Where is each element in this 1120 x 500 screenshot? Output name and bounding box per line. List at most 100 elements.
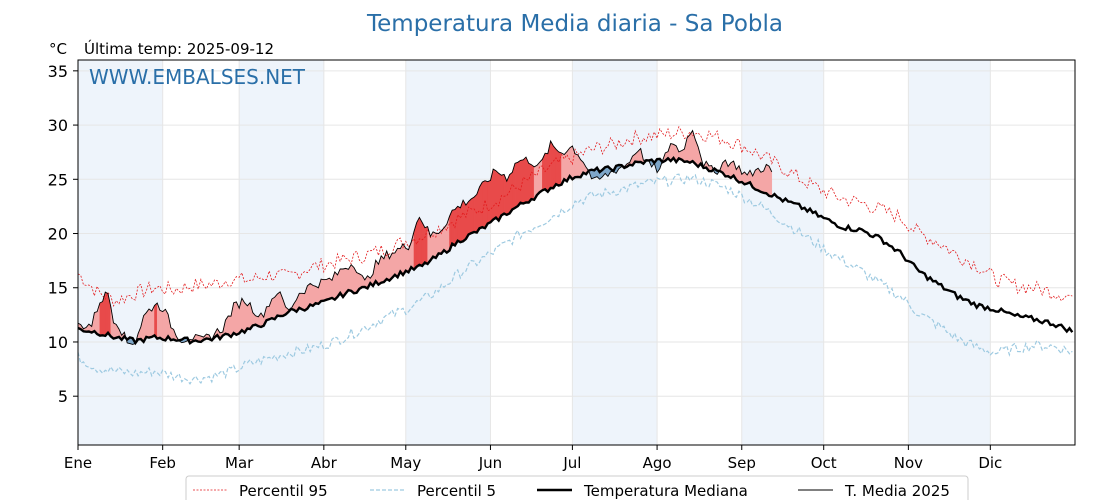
- anomaly-fill: [309, 283, 314, 307]
- anomaly-fill: [350, 264, 355, 294]
- series-line-percentil-5: [77, 173, 1073, 385]
- anomaly-fill: [517, 159, 521, 207]
- grid-lines: [77, 60, 1075, 445]
- anomaly-fill: [555, 148, 559, 187]
- x-tick-label: Dic: [978, 454, 1002, 472]
- anomaly-fill: [531, 164, 535, 201]
- legend-label: Percentil 95: [239, 482, 328, 500]
- x-axis: Ene Feb Mar Abr May Jun Jul Ago Sep Oct Nov Dic: [64, 445, 1002, 472]
- anomaly-fill: [380, 255, 385, 284]
- anomaly-fill: [266, 306, 270, 321]
- anomaly-fill: [755, 167, 759, 191]
- anomaly-fill: [271, 296, 275, 320]
- plot-frame: [77, 59, 1076, 446]
- anomaly-fill: [574, 153, 579, 178]
- anomaly-fill: [148, 308, 153, 338]
- x-tick-label: Ago: [643, 454, 672, 472]
- anomaly-fill: [320, 278, 325, 302]
- y-tick-label: 15: [48, 279, 68, 298]
- y-tick-label: 35: [48, 62, 68, 81]
- watermark-text: WWW.EMBALSES.NET: [89, 65, 306, 89]
- anomaly-fill: [487, 180, 491, 224]
- anomaly-fill: [689, 129, 693, 164]
- legend-box: [185, 475, 969, 500]
- anomaly-fill: [760, 170, 764, 194]
- anomaly-fill: [241, 297, 245, 334]
- anomaly-fill: [421, 222, 426, 267]
- anomaly-fill: [528, 162, 532, 204]
- anomaly-fill: [479, 181, 483, 229]
- anomaly-fill: [162, 308, 166, 341]
- x-tick-label: Ene: [64, 454, 92, 472]
- x-tick-label: Jun: [478, 454, 502, 472]
- last-temp-subtitle: Última temp: 2025-09-12: [84, 39, 274, 58]
- series-line-t-media-2025: [77, 129, 773, 345]
- chart-title: Temperatura Media diaria - Sa Pobla: [366, 11, 783, 37]
- y-tick-label: 10: [48, 333, 68, 352]
- anomaly-fill: [154, 302, 158, 340]
- anomaly-fill: [468, 198, 472, 235]
- anomaly-fill: [113, 322, 117, 339]
- anomaly-fill: [438, 230, 442, 254]
- anomaly-fill: [482, 180, 486, 229]
- x-tick-label: Sep: [728, 454, 756, 472]
- anomaly-fill: [99, 301, 103, 336]
- anomaly-fill: [495, 170, 499, 222]
- anomaly-fill: [462, 200, 467, 242]
- y-axis: 5 10 15 20 25 30 35: [48, 62, 78, 406]
- y-tick-label: 20: [48, 225, 68, 244]
- y-tick-label: 25: [48, 170, 68, 189]
- month-band: [78, 60, 163, 445]
- anomaly-fill: [492, 168, 497, 220]
- month-band: [908, 60, 991, 445]
- anomaly-fill: [323, 279, 327, 302]
- anomaly-fill: [514, 161, 519, 209]
- anomaly-fill: [544, 152, 549, 193]
- series-lines: [77, 125, 1074, 385]
- month-band: [572, 60, 658, 445]
- anomaly-fill: [684, 137, 688, 163]
- anomaly-fill: [686, 134, 691, 164]
- anomaly-fill: [550, 140, 554, 189]
- anomaly-fill: [457, 205, 461, 243]
- anomaly-fill: [558, 151, 562, 186]
- anomaly-fill: [405, 248, 409, 273]
- x-tick-label: May: [390, 454, 421, 472]
- anomaly-fill: [424, 226, 428, 265]
- anomaly-fill: [520, 159, 524, 204]
- anomaly-fill: [498, 172, 502, 221]
- anomaly-fill: [766, 163, 770, 197]
- anomaly-fill: [315, 285, 319, 305]
- y-tick-label: 30: [48, 116, 68, 135]
- y-tick-label: 5: [58, 387, 68, 406]
- anomaly-fill: [522, 156, 527, 204]
- anomaly-fill: [301, 293, 305, 311]
- y-unit-label: °C: [49, 40, 67, 58]
- anomaly-fill: [471, 196, 475, 234]
- legend-label: Temperatura Mediana: [583, 482, 748, 500]
- anomaly-fill: [539, 158, 543, 193]
- series-line-temperatura-mediana: [77, 155, 1074, 346]
- series-line-percentil-95: [77, 125, 1073, 307]
- legend: Percentil 95 Percentil 5 Temperatura Media…: [185, 475, 969, 500]
- x-tick-label: Nov: [894, 454, 923, 472]
- anomaly-fill: [553, 145, 557, 189]
- anomaly-fill: [419, 217, 423, 267]
- anomaly-fill: [473, 193, 478, 233]
- x-tick-label: Oct: [811, 454, 837, 472]
- x-tick-label: Abr: [311, 454, 338, 472]
- anomaly-fill: [509, 171, 513, 215]
- anomaly-fill: [146, 308, 150, 338]
- month-bands: [78, 60, 991, 445]
- anomaly-fill: [443, 223, 448, 254]
- anomaly-fill: [233, 301, 237, 336]
- x-tick-label: Jul: [562, 454, 581, 472]
- legend-label: Percentil 5: [417, 482, 496, 500]
- anomaly-fill: [501, 174, 505, 216]
- month-band: [239, 60, 324, 445]
- x-tick-label: Mar: [225, 454, 254, 472]
- anomaly-fill: [329, 277, 333, 300]
- x-tick-label: Feb: [149, 454, 176, 472]
- anomaly-fill: [159, 309, 163, 341]
